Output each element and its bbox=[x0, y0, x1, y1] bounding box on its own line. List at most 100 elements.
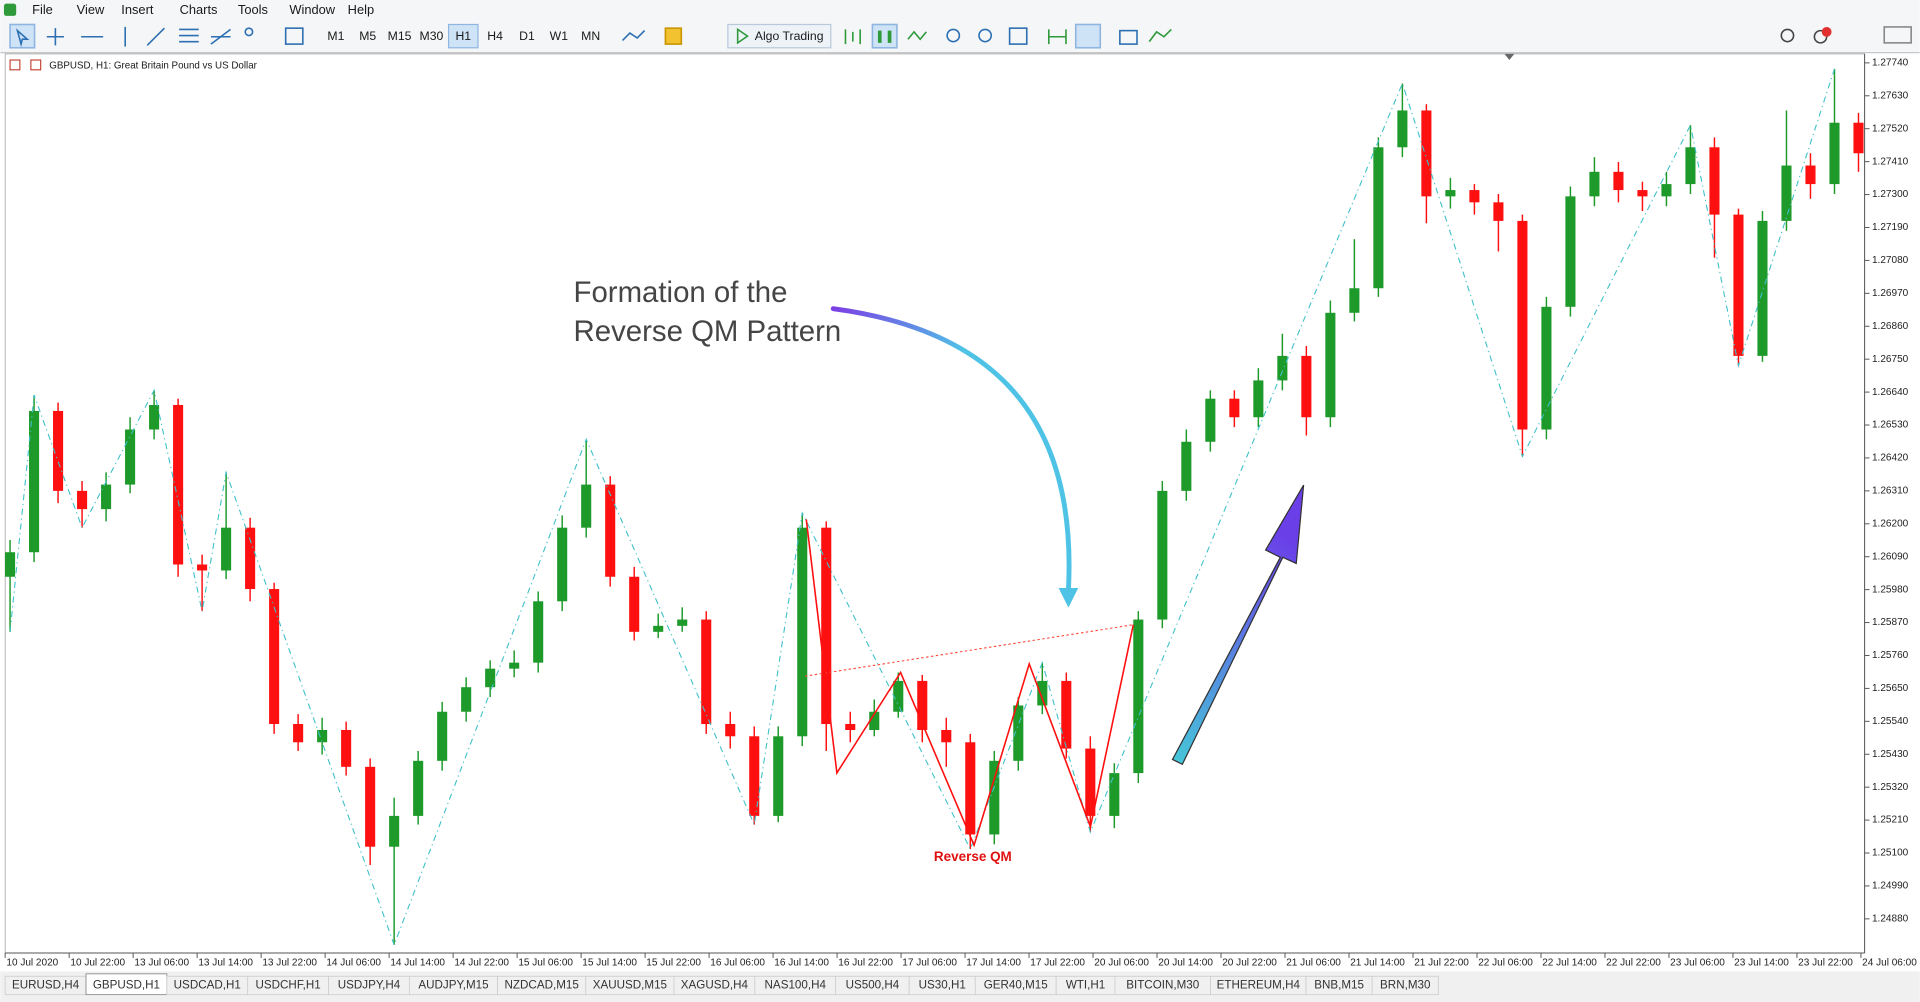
tab-label[interactable]: BNB,M15 bbox=[1314, 979, 1364, 992]
timeframe-button[interactable]: W1 bbox=[550, 29, 569, 43]
chart-icon bbox=[9, 59, 21, 71]
timeframe-button[interactable]: M30 bbox=[420, 29, 444, 43]
tab-label[interactable]: NAS100,H4 bbox=[765, 979, 827, 992]
candle-body bbox=[5, 552, 16, 577]
timeframe-button[interactable]: M1 bbox=[327, 29, 344, 43]
tab-label[interactable]: GER40,M15 bbox=[984, 979, 1048, 992]
tab[interactable] bbox=[1371, 975, 1439, 996]
y-tick-label: 1.25870 bbox=[1872, 617, 1909, 628]
fibo-icon[interactable] bbox=[210, 28, 232, 45]
candle-body bbox=[845, 724, 856, 731]
tab-label[interactable]: ETHEREUM,H4 bbox=[1217, 979, 1301, 992]
x-tick-label: 22 Jul 14:00 bbox=[1542, 957, 1597, 968]
tab-label[interactable]: WTI,H1 bbox=[1066, 979, 1105, 992]
menu-item[interactable]: View bbox=[77, 2, 105, 17]
tab-label[interactable]: EURUSD,H4 bbox=[12, 979, 80, 992]
timeframe-button[interactable]: D1 bbox=[519, 29, 535, 43]
crosshair-icon[interactable] bbox=[46, 28, 64, 46]
x-tick-label: 15 Jul 14:00 bbox=[582, 957, 637, 968]
tab-label[interactable]: USDCHF,H1 bbox=[255, 979, 320, 992]
candle-body bbox=[1637, 190, 1648, 197]
candle-body bbox=[1013, 705, 1024, 761]
tab-label[interactable]: XAUUSD,M15 bbox=[593, 979, 667, 992]
x-tick-label: 16 Jul 06:00 bbox=[710, 957, 765, 968]
channel-icon[interactable] bbox=[179, 28, 199, 43]
zoom-out-icon[interactable] bbox=[978, 28, 993, 43]
shift-active[interactable] bbox=[1074, 23, 1102, 49]
trendline-icon[interactable] bbox=[146, 27, 165, 46]
tab-label[interactable]: NZDCAD,M15 bbox=[505, 979, 579, 992]
tab-label[interactable]: GBPUSD,H1 bbox=[93, 979, 160, 992]
tab-label[interactable]: AUDJPY,M15 bbox=[418, 979, 488, 992]
timeframe-button[interactable]: MN bbox=[581, 29, 600, 43]
chart-header: GBPUSD, H1: Great Britain Pound vs US Do… bbox=[49, 61, 257, 72]
candle-body bbox=[221, 527, 232, 571]
candle-body bbox=[245, 527, 256, 590]
dollar-icon[interactable] bbox=[664, 27, 683, 45]
menu-item[interactable]: Tools bbox=[238, 2, 268, 17]
timeframe-button[interactable]: M5 bbox=[359, 29, 376, 43]
x-tick-label: 21 Jul 22:00 bbox=[1414, 957, 1469, 968]
autoscroll-icon[interactable] bbox=[1048, 29, 1067, 45]
x-tick-label: 24 Jul 06:00 bbox=[1862, 957, 1917, 968]
select-icon[interactable] bbox=[284, 27, 304, 45]
candle-body bbox=[1733, 214, 1744, 356]
candle-body bbox=[1517, 220, 1528, 430]
menu-item[interactable]: Help bbox=[348, 2, 374, 17]
tab-label[interactable]: USDJPY,H4 bbox=[338, 979, 401, 992]
algo-trading-label[interactable]: Algo Trading bbox=[755, 29, 824, 43]
cursor-tool[interactable] bbox=[9, 23, 36, 49]
menu-item[interactable]: Insert bbox=[121, 2, 154, 17]
menu-item[interactable]: File bbox=[32, 2, 53, 17]
bars-icon[interactable] bbox=[844, 29, 861, 45]
candle-body bbox=[509, 662, 520, 669]
timeframe-button[interactable]: M15 bbox=[388, 29, 412, 43]
y-tick-label: 1.26200 bbox=[1872, 518, 1909, 529]
tab-label[interactable]: XAGUSD,H4 bbox=[681, 979, 749, 992]
account-icon[interactable] bbox=[1883, 26, 1912, 44]
candle-body bbox=[1445, 190, 1456, 197]
chart-icon bbox=[30, 59, 42, 71]
y-tick-label: 1.26640 bbox=[1872, 387, 1909, 398]
candle-body bbox=[317, 730, 328, 743]
candle-body bbox=[605, 484, 616, 577]
screenshot-icon[interactable] bbox=[1119, 29, 1138, 45]
tab-label[interactable]: USDCAD,H1 bbox=[174, 979, 241, 992]
menu-item[interactable]: Charts bbox=[180, 2, 218, 17]
grid-icon[interactable] bbox=[1008, 27, 1028, 45]
search-icon[interactable] bbox=[1780, 28, 1795, 43]
y-tick-label: 1.26530 bbox=[1872, 420, 1909, 431]
x-tick-label: 14 Jul 22:00 bbox=[454, 957, 509, 968]
x-tick-label: 16 Jul 14:00 bbox=[774, 957, 829, 968]
indicators-icon[interactable] bbox=[1148, 28, 1172, 43]
algo-trading-button[interactable] bbox=[727, 23, 832, 49]
candle-body bbox=[557, 527, 568, 602]
candle-body bbox=[1685, 147, 1696, 185]
tab-label[interactable]: US30,H1 bbox=[919, 979, 966, 992]
x-tick-label: 17 Jul 06:00 bbox=[902, 957, 957, 968]
tab-label[interactable]: BITCOIN,M30 bbox=[1126, 979, 1200, 992]
candle-body bbox=[77, 490, 88, 510]
chart-type-icon[interactable] bbox=[621, 30, 646, 41]
candle-body bbox=[1709, 147, 1720, 215]
curved-arrow bbox=[830, 306, 1072, 593]
candle-body bbox=[1397, 110, 1408, 148]
x-tick-label: 14 Jul 14:00 bbox=[390, 957, 445, 968]
shapes-icon[interactable] bbox=[244, 27, 254, 37]
candle-body bbox=[1325, 312, 1336, 418]
candles-active[interactable] bbox=[871, 23, 898, 49]
y-tick-label: 1.25980 bbox=[1872, 584, 1909, 595]
line-icon[interactable] bbox=[907, 30, 927, 41]
candle-body bbox=[197, 564, 208, 571]
timeframe-button[interactable]: H4 bbox=[487, 29, 503, 43]
candle-body bbox=[1421, 110, 1432, 197]
timeframe-button[interactable]: H1 bbox=[455, 29, 471, 43]
candle-body bbox=[341, 730, 352, 767]
zoom-in-icon[interactable] bbox=[946, 28, 961, 43]
candle-body bbox=[533, 601, 544, 663]
tab-label[interactable]: BRN,M30 bbox=[1380, 979, 1431, 992]
y-tick-label: 1.26090 bbox=[1872, 551, 1909, 562]
tab-label[interactable]: US500,H4 bbox=[846, 979, 900, 992]
menu-item[interactable]: Window bbox=[289, 2, 335, 17]
candle-body bbox=[1661, 184, 1672, 197]
